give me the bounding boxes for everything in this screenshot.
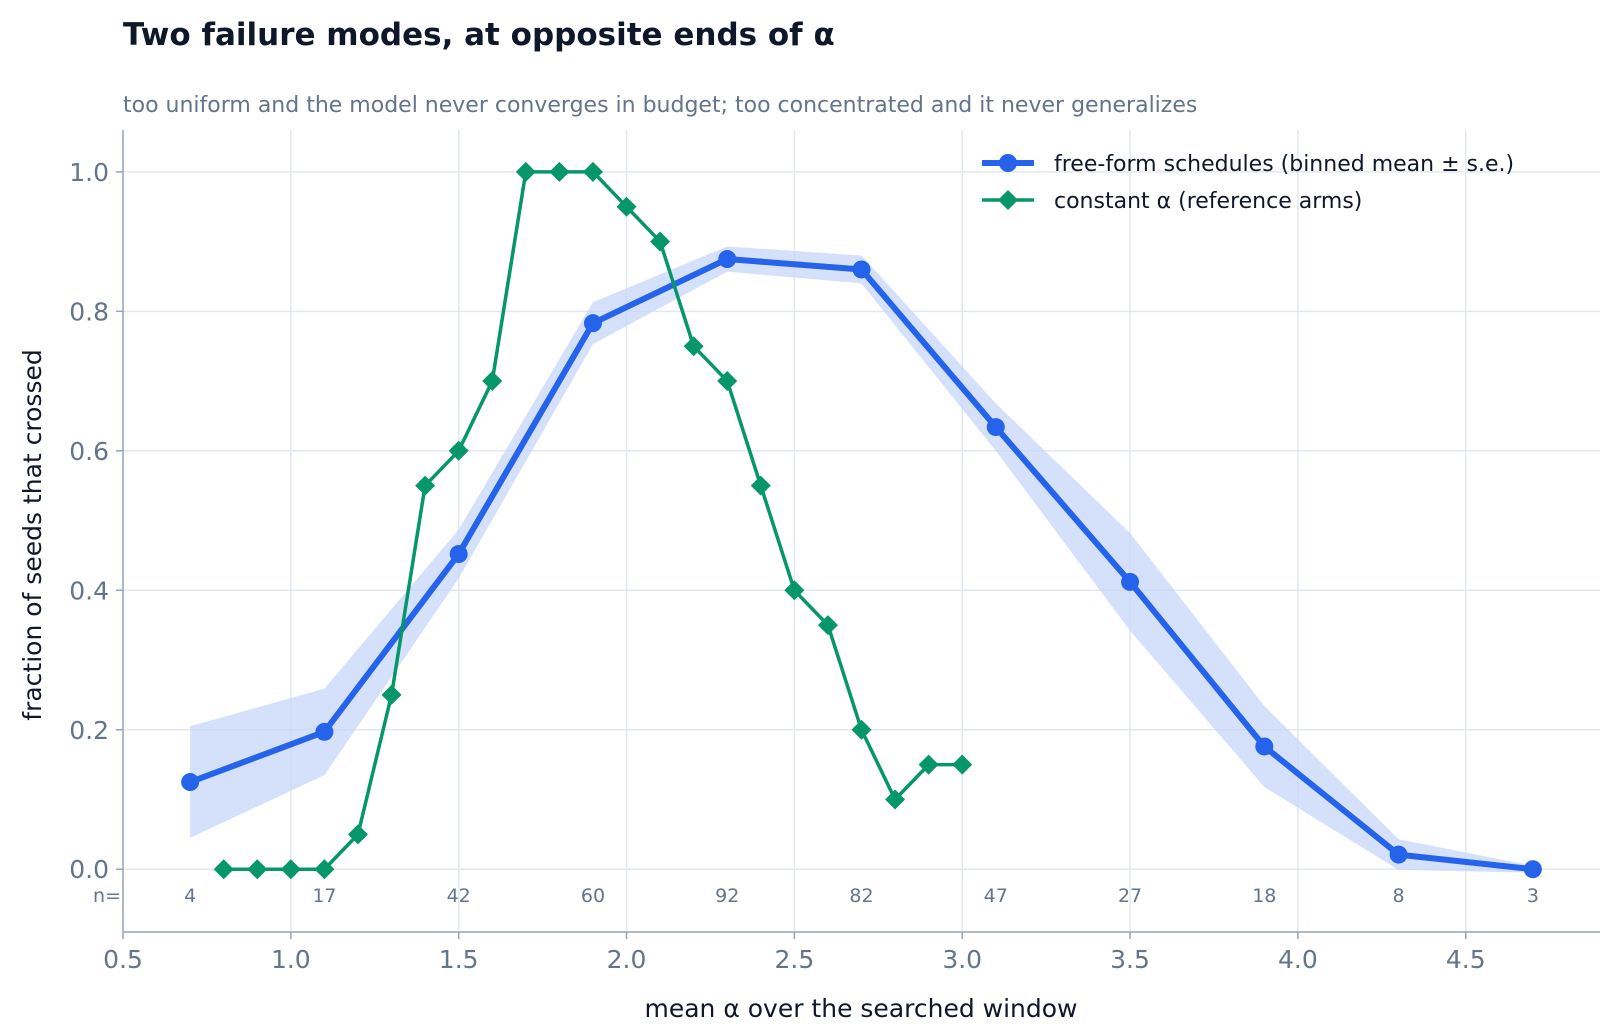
x-tick-label: 1.0 bbox=[271, 945, 311, 974]
y-tick-label: 0.6 bbox=[69, 437, 109, 466]
legend-free-form-label: free-form schedules (binned mean ± s.e.) bbox=[1054, 152, 1514, 177]
constant-alpha-point bbox=[817, 615, 838, 636]
free-form-point bbox=[1389, 845, 1408, 864]
constant-alpha-point bbox=[314, 859, 335, 880]
constant-alpha-point bbox=[415, 475, 436, 496]
constant-alpha-point bbox=[213, 859, 234, 880]
free-form-point bbox=[583, 314, 602, 333]
constant-alpha-point bbox=[381, 684, 402, 705]
n-count-label: 4 bbox=[184, 885, 196, 907]
legend: free-form schedules (binned mean ± s.e.)… bbox=[982, 152, 1514, 214]
constant-alpha-point bbox=[515, 161, 536, 182]
n-count-label: 17 bbox=[312, 885, 336, 907]
y-tick-label: 0.8 bbox=[69, 297, 109, 326]
n-count-label: 27 bbox=[1118, 885, 1142, 907]
constant-alpha-point bbox=[582, 161, 603, 182]
x-axis-label: mean α over the searched window bbox=[644, 994, 1077, 1023]
constant-alpha-point bbox=[347, 824, 368, 845]
constant-alpha-point bbox=[851, 719, 872, 740]
constant-alpha-point bbox=[784, 580, 805, 601]
x-tick-label: 2.5 bbox=[774, 945, 814, 974]
free-form-point bbox=[449, 545, 468, 564]
constant-alpha-point bbox=[885, 789, 906, 810]
constant-alpha-point bbox=[549, 161, 570, 182]
legend-constant-alpha-marker bbox=[998, 190, 1018, 210]
y-axis-label: fraction of seeds that crossed bbox=[18, 349, 47, 720]
legend-free-form-marker bbox=[999, 154, 1017, 172]
error-band-layer bbox=[190, 246, 1533, 873]
n-count-label: 47 bbox=[984, 885, 1008, 907]
chart-subtitle: too uniform and the model never converge… bbox=[123, 93, 1197, 118]
free-form-point bbox=[315, 722, 334, 741]
n-count-label: 3 bbox=[1527, 885, 1539, 907]
n-count-label: 60 bbox=[581, 885, 605, 907]
free-form-point bbox=[986, 418, 1005, 437]
x-tick-label: 4.5 bbox=[1446, 945, 1486, 974]
free-form-point bbox=[1121, 572, 1140, 591]
x-tick-label: 4.0 bbox=[1278, 945, 1318, 974]
n-prefix-label: n= bbox=[93, 885, 121, 907]
constant-alpha-point bbox=[918, 754, 939, 775]
constant-alpha-point bbox=[247, 859, 268, 880]
free-form-point bbox=[718, 250, 737, 269]
constant-alpha-point bbox=[482, 371, 503, 392]
free-form-point bbox=[181, 773, 200, 792]
x-tick-label: 3.5 bbox=[1110, 945, 1150, 974]
sample-size-labels: n= 4 17 42 60 92 82 47 27 18 8 3 bbox=[93, 885, 1539, 907]
constant-alpha-point bbox=[750, 475, 771, 496]
y-tick-label: 0.2 bbox=[69, 716, 109, 745]
constant-alpha-point bbox=[650, 231, 671, 252]
n-count-label: 8 bbox=[1393, 885, 1405, 907]
x-tick-label: 1.5 bbox=[439, 945, 479, 974]
free-form-point bbox=[852, 260, 871, 279]
x-tick-label: 2.0 bbox=[607, 945, 647, 974]
constant-alpha-point bbox=[616, 196, 637, 217]
axes: 0.5 1.0 1.5 2.0 2.5 3.0 3.5 4.0 4.5 0.0 0.2 0.4 0.6 0… bbox=[69, 130, 1600, 974]
n-count-label: 82 bbox=[849, 885, 873, 907]
n-count-label: 92 bbox=[715, 885, 739, 907]
x-tick-label: 3.0 bbox=[942, 945, 982, 974]
free-form-point bbox=[1255, 737, 1274, 756]
free-form-point bbox=[1523, 860, 1542, 879]
grid bbox=[123, 130, 1600, 932]
constant-alpha-point bbox=[280, 859, 301, 880]
n-count-label: 18 bbox=[1252, 885, 1276, 907]
chart-title: Two failure modes, at opposite ends of α bbox=[123, 17, 835, 53]
constant-alpha-point bbox=[952, 754, 973, 775]
constant-alpha-point bbox=[683, 336, 704, 357]
y-tick-label: 0.0 bbox=[69, 855, 109, 884]
series-layer bbox=[181, 161, 1542, 880]
x-tick-label: 0.5 bbox=[103, 945, 143, 974]
free-form-error-band bbox=[190, 246, 1533, 873]
constant-alpha-point bbox=[717, 371, 738, 392]
y-tick-label: 0.4 bbox=[69, 576, 109, 605]
legend-constant-alpha-label: constant α (reference arms) bbox=[1054, 189, 1362, 214]
n-count-label: 42 bbox=[447, 885, 471, 907]
y-tick-label: 1.0 bbox=[69, 158, 109, 187]
constant-alpha-point bbox=[448, 440, 469, 461]
